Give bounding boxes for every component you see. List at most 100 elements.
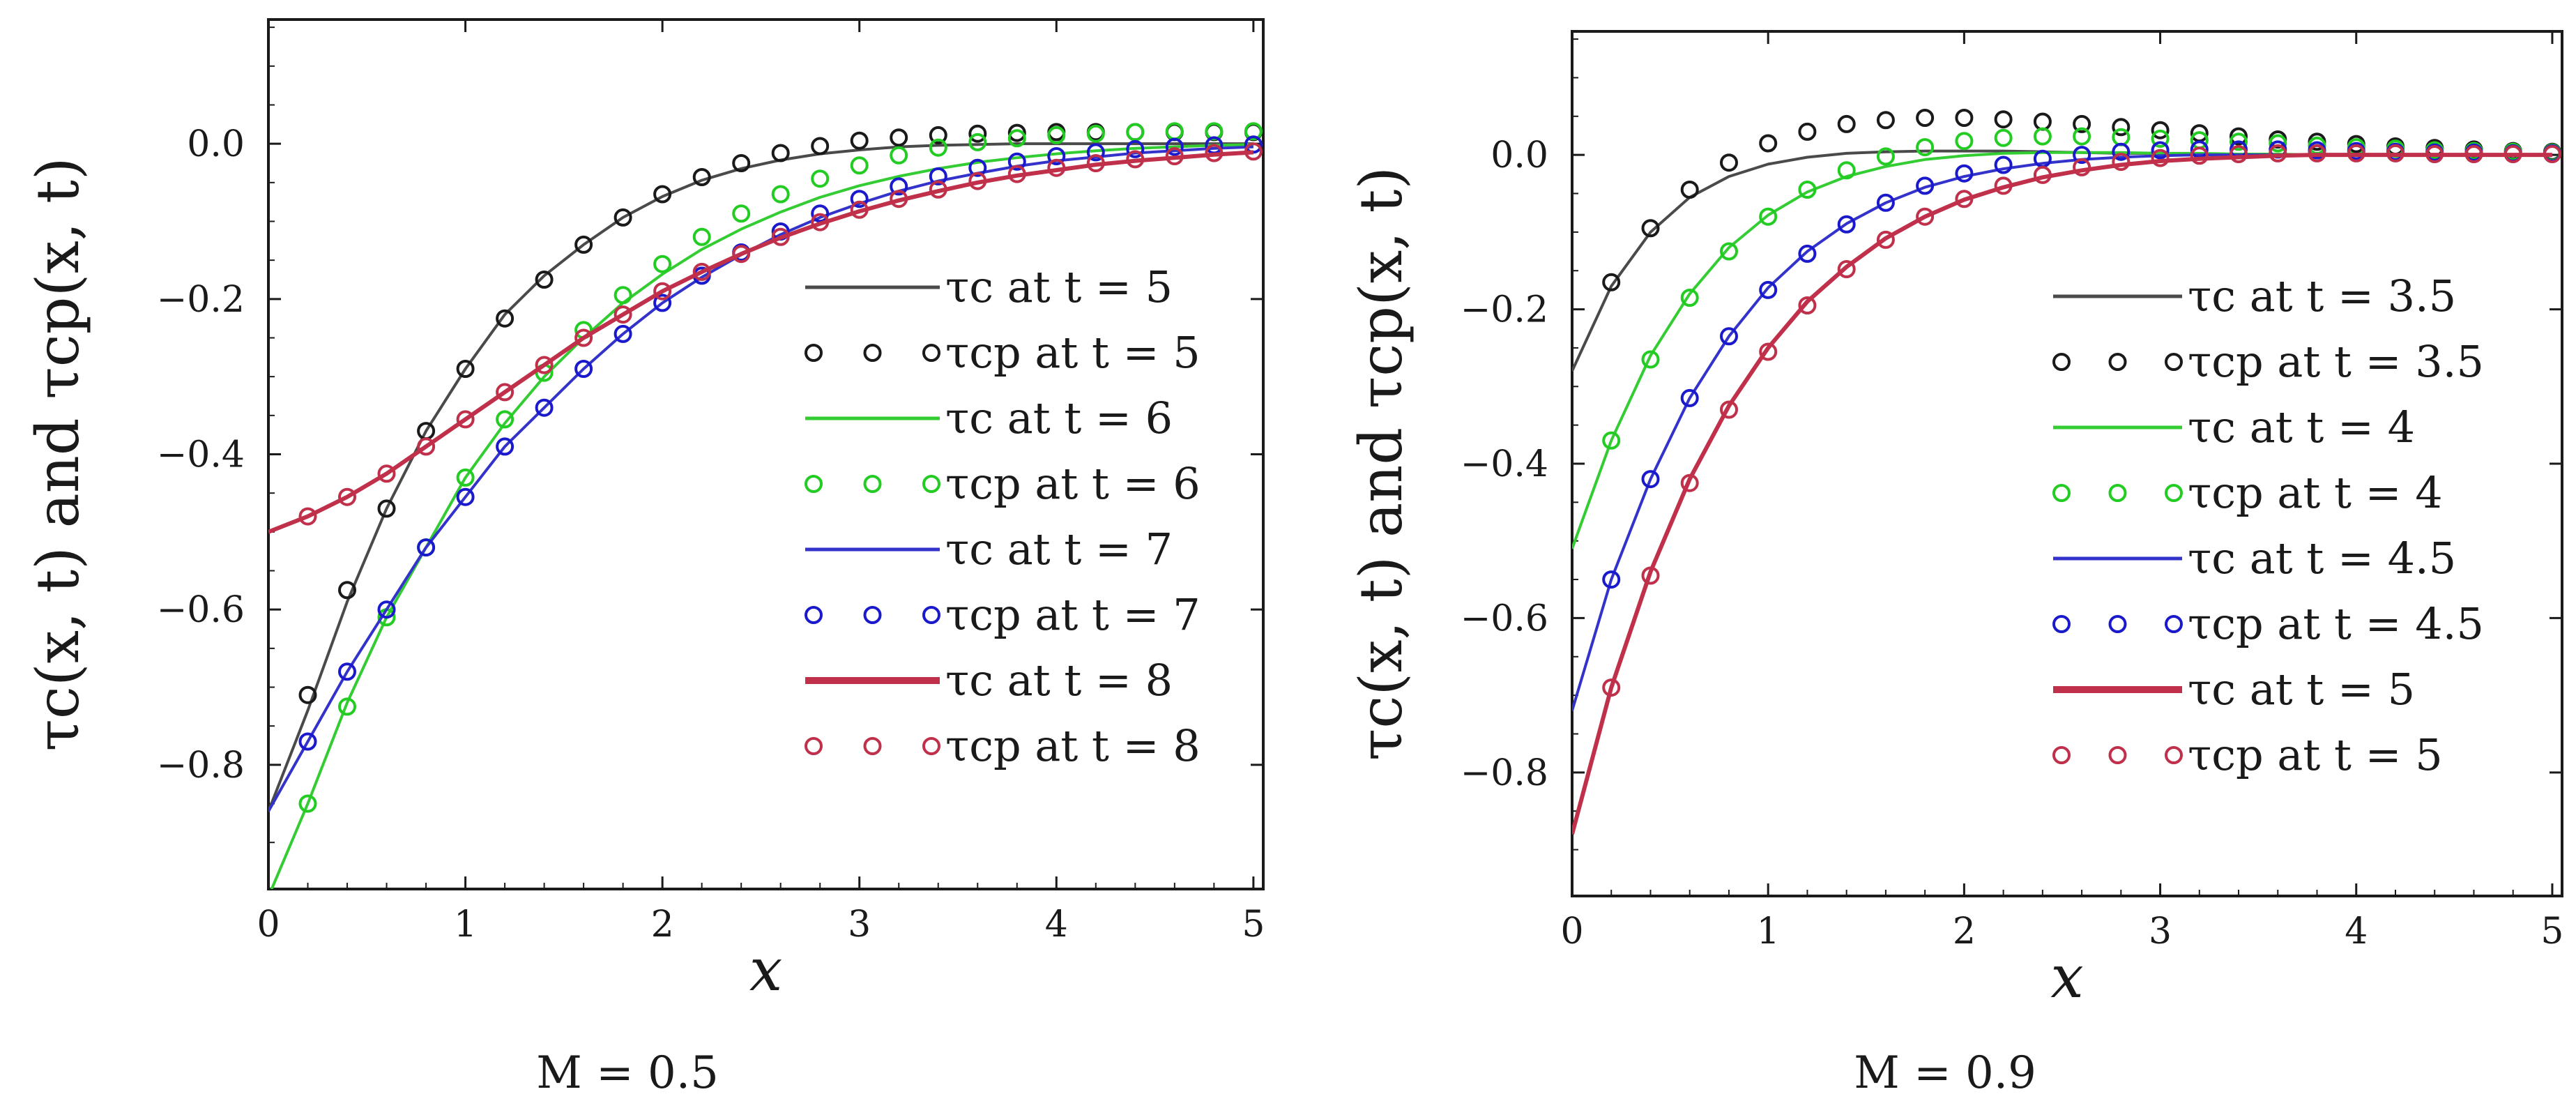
x-tick-label: 1 (454, 904, 477, 946)
series-point (811, 137, 830, 155)
legend-marker-swatch (2165, 353, 2183, 371)
series-point (574, 235, 593, 254)
series-point (2269, 134, 2287, 153)
series-point (298, 794, 317, 813)
legend-marker-swatch (805, 737, 823, 755)
legend-marker-swatch (863, 737, 882, 755)
legend-label: τc at t = 4.5 (2188, 533, 2456, 584)
legend-marker-swatch (922, 344, 940, 362)
x-tick-label: 1 (1757, 911, 1780, 952)
series-point (2308, 144, 2326, 162)
series-point (653, 282, 672, 301)
series-point (2073, 114, 2091, 133)
legend-label: τc at t = 5 (2188, 664, 2415, 715)
series-point (1994, 128, 2013, 147)
series-point (890, 146, 908, 165)
series-point (1916, 138, 1935, 157)
series-point (890, 177, 908, 196)
series-point (771, 144, 790, 162)
series-point (1680, 289, 1699, 307)
series-point (1165, 147, 1184, 165)
y-tick-label: −0.6 (1461, 598, 1548, 639)
series-point (1720, 153, 1738, 172)
series-point (1798, 244, 1817, 263)
series-point (1759, 207, 1778, 226)
series-point (456, 487, 475, 506)
series-point (2112, 153, 2131, 172)
legend-label: τcp at t = 3.5 (2188, 336, 2484, 387)
series-point (1994, 110, 2013, 129)
legend-label: τcp at t = 5 (945, 327, 1201, 378)
plot-area (268, 122, 1263, 889)
series-point (1759, 342, 1778, 361)
series-point (613, 324, 632, 343)
series-point (1047, 147, 1066, 165)
legend-label: τcp at t = 7 (945, 589, 1201, 640)
legend-label: τcp at t = 8 (945, 720, 1201, 771)
y-tick-label: −0.2 (157, 279, 245, 321)
series-point (929, 138, 947, 157)
legend-marker-swatch (2165, 615, 2183, 633)
series-point (1126, 139, 1145, 158)
series-point (2269, 144, 2287, 162)
series-point (1602, 431, 1621, 450)
series-point (417, 538, 436, 557)
series-point (1086, 124, 1105, 143)
legend-marker-swatch (863, 475, 882, 493)
series-point (692, 262, 711, 281)
series-point (929, 167, 947, 185)
series-point (535, 398, 554, 417)
series-point (2190, 146, 2209, 165)
series-point (2151, 141, 2170, 160)
series-point (2503, 145, 2522, 163)
series-point (968, 124, 987, 143)
series-point (1916, 176, 1935, 195)
legend-marker-swatch (922, 475, 940, 493)
x-tick-label: 0 (1560, 911, 1583, 952)
legend-label: τcp at t = 4 (2188, 467, 2443, 518)
legend-marker-swatch (2108, 615, 2127, 633)
series-point (1205, 144, 1224, 162)
legend-marker-swatch (2052, 615, 2071, 633)
series-point (1165, 137, 1184, 156)
series-point (613, 286, 632, 305)
series-point (1876, 147, 1895, 166)
series-point (338, 487, 356, 506)
series-point (1007, 129, 1026, 148)
series-point (496, 309, 515, 328)
series-point (377, 600, 396, 619)
y-tick-label: −0.8 (157, 745, 245, 787)
series-point (1126, 150, 1145, 169)
legend-label: τc at t = 3.5 (2188, 271, 2456, 321)
series-point (1086, 143, 1105, 162)
series-point (2033, 165, 2052, 184)
series-point (298, 685, 317, 704)
series-point (1641, 219, 1660, 238)
series-point (1047, 158, 1066, 177)
series-point (298, 732, 317, 751)
series-point (1720, 242, 1738, 261)
legend-marker-swatch (2052, 746, 2071, 764)
series-point (1244, 122, 1263, 141)
legend: τc at t = 3.5 τcp at t = 3.5 τc at t = 4 τc… (2052, 271, 2484, 780)
series-point (2073, 127, 2091, 146)
series-point (850, 190, 869, 208)
legend-marker-swatch (2052, 353, 2071, 371)
y-tick-label: −0.4 (157, 434, 245, 476)
series-point (1955, 164, 1974, 183)
series-point (1916, 207, 1935, 226)
series-point (377, 499, 396, 518)
series-point (456, 410, 475, 429)
series-line-0 (268, 142, 1253, 812)
legend-label: τcp at t = 5 (2188, 729, 2443, 780)
legend-label: τc at t = 7 (945, 524, 1173, 575)
series-point (732, 245, 751, 264)
series-point (1876, 193, 1895, 212)
series-point (456, 360, 475, 378)
series-point (535, 356, 554, 374)
series-point (1086, 154, 1105, 172)
legend-label: τcp at t = 4.5 (2188, 598, 2484, 649)
series-point (1244, 135, 1263, 154)
legend-label: τc at t = 8 (945, 655, 1173, 706)
series-point (968, 172, 987, 190)
